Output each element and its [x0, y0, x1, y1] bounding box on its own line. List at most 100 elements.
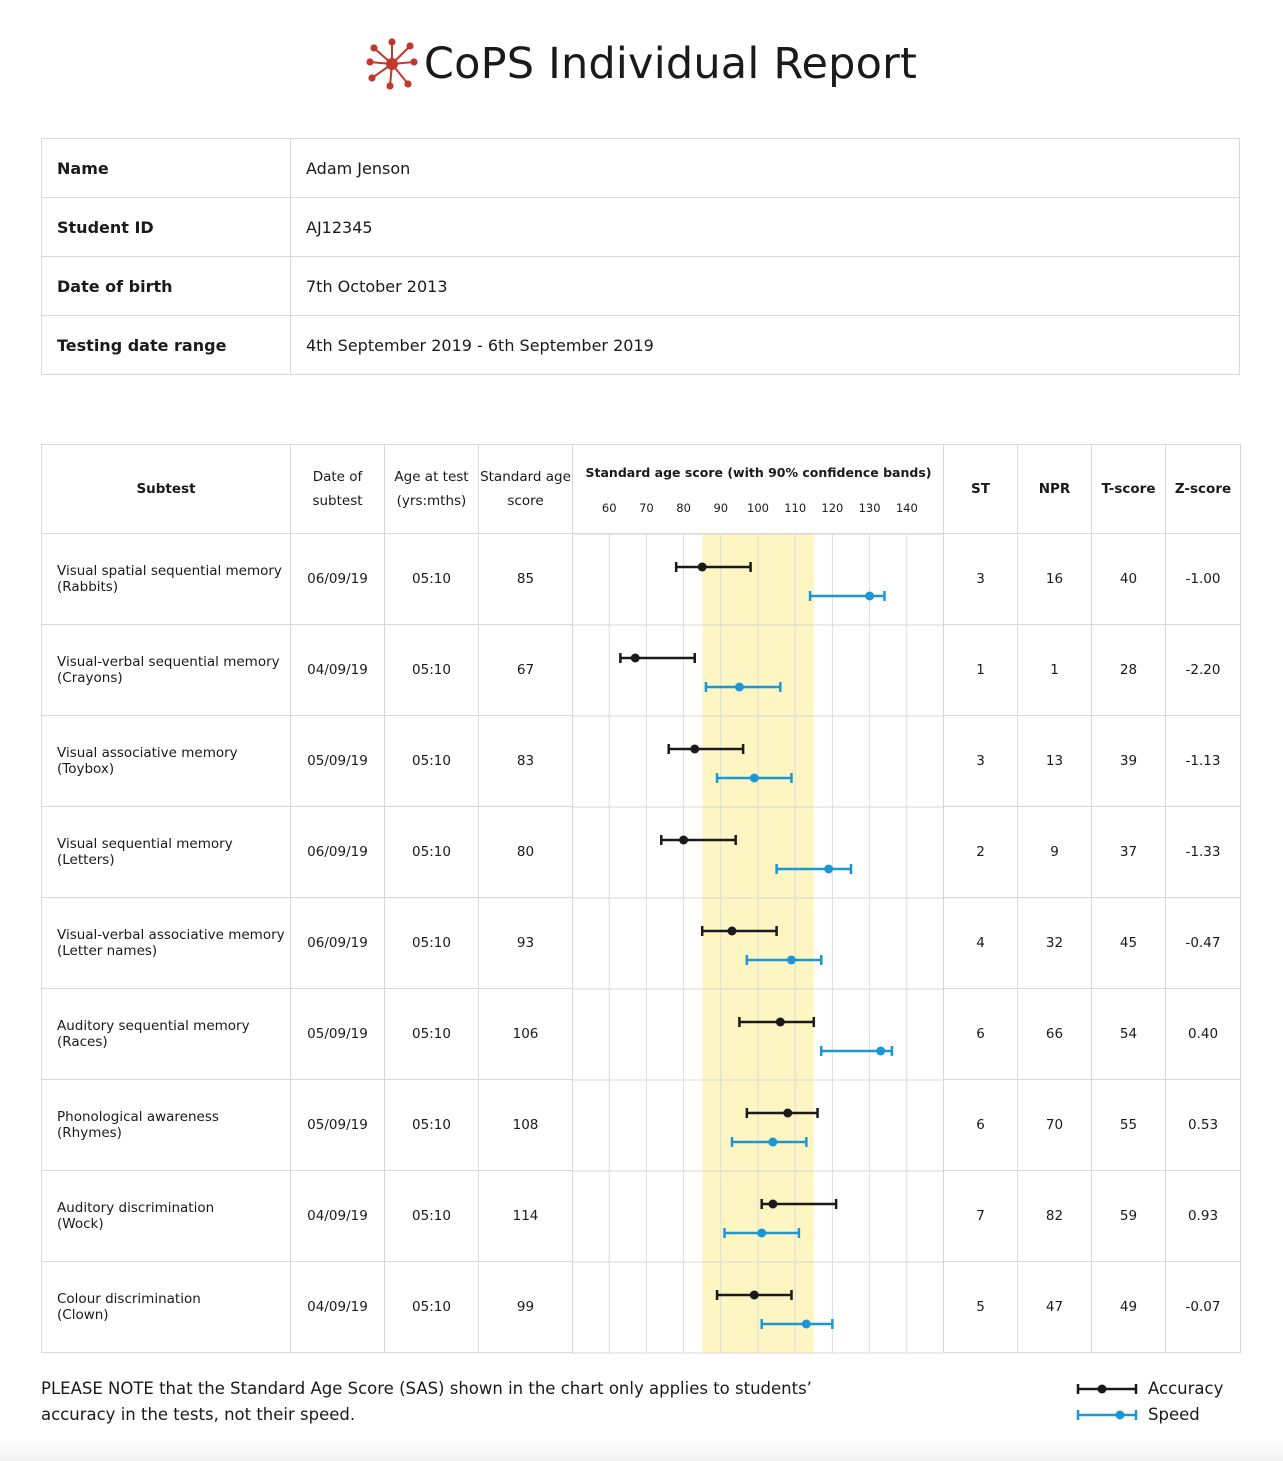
date-cell: 06/09/19 — [290, 897, 385, 989]
scores-header-row: Subtest Date of subtest Age at test (yrs… — [41, 444, 1241, 534]
table-row: Visual-verbal associative memory (Letter … — [41, 897, 1241, 989]
st-cell: 7 — [943, 1170, 1018, 1262]
sas-cell: 114 — [478, 1170, 573, 1262]
header-date: Date of subtest — [290, 444, 385, 534]
tscore-cell: 37 — [1091, 806, 1166, 898]
tscore-cell: 39 — [1091, 715, 1166, 807]
subtest-name: Visual sequential memory — [57, 836, 233, 852]
subtest-code: (Crayons) — [57, 670, 123, 686]
chart-cell — [572, 1261, 944, 1353]
table-row: Visual spatial sequential memory (Rabbits… — [41, 533, 1241, 625]
chart-cell — [572, 1079, 944, 1171]
legend-speed-label: Speed — [1148, 1405, 1200, 1424]
date-cell: 06/09/19 — [290, 533, 385, 625]
sas-cell: 99 — [478, 1261, 573, 1353]
chart-cell — [572, 988, 944, 1080]
accuracy-legend-icon — [1076, 1384, 1138, 1394]
header-tscore: T-score — [1091, 444, 1166, 534]
network-logo-icon — [366, 38, 418, 90]
subtest-cell: Visual-verbal associative memory (Letter … — [41, 897, 291, 989]
age-cell: 05:10 — [384, 1261, 479, 1353]
age-cell: 05:10 — [384, 715, 479, 807]
subtest-code: (Rhymes) — [57, 1125, 122, 1141]
sas-cell: 85 — [478, 533, 573, 625]
chart-cell — [572, 897, 944, 989]
subtest-cell: Auditory sequential memory (Races) — [41, 988, 291, 1080]
table-row: Phonological awareness (Rhymes) 05/09/19 05… — [41, 1079, 1241, 1171]
table-row: Colour discrimination (Clown) 04/09/19 05:1… — [41, 1261, 1241, 1353]
age-cell: 05:10 — [384, 897, 479, 989]
info-label: Student ID — [41, 197, 291, 257]
st-cell: 6 — [943, 988, 1018, 1080]
sas-note: PLEASE NOTE that the Standard Age Score … — [41, 1379, 812, 1424]
info-value: Adam Jenson — [290, 138, 1240, 198]
subtest-cell: Visual sequential memory (Letters) — [41, 806, 291, 898]
subtest-code: (Races) — [57, 1034, 108, 1050]
date-cell: 04/09/19 — [290, 1170, 385, 1262]
npr-cell: 16 — [1017, 533, 1092, 625]
info-row-name: Name Adam Jenson — [41, 138, 1240, 198]
tscore-cell: 28 — [1091, 624, 1166, 716]
zscore-cell: -0.47 — [1165, 897, 1241, 989]
tscore-cell: 59 — [1091, 1170, 1166, 1262]
table-row: Visual-verbal sequential memory (Crayons)… — [41, 624, 1241, 716]
chart-cell — [572, 533, 944, 625]
tscore-cell: 45 — [1091, 897, 1166, 989]
subtest-name: Visual-verbal sequential memory — [57, 654, 280, 670]
chart-title: Standard age score (with 90% confidence … — [585, 465, 932, 480]
st-cell: 1 — [943, 624, 1018, 716]
subtest-cell: Auditory discrimination (Wock) — [41, 1170, 291, 1262]
header-age: Age at test (yrs:mths) — [384, 444, 479, 534]
table-row: Auditory sequential memory (Races) 05/09/1… — [41, 988, 1241, 1080]
date-cell: 05/09/19 — [290, 715, 385, 807]
subtest-code: (Wock) — [57, 1216, 104, 1232]
info-value: 4th September 2019 - 6th September 2019 — [290, 315, 1240, 375]
npr-cell: 66 — [1017, 988, 1092, 1080]
st-cell: 6 — [943, 1079, 1018, 1171]
age-cell: 05:10 — [384, 533, 479, 625]
info-value: 7th October 2013 — [290, 256, 1240, 316]
subtest-name: Visual-verbal associative memory — [57, 927, 285, 943]
sas-cell: 108 — [478, 1079, 573, 1171]
header-chart: Standard age score (with 90% confidence … — [572, 444, 944, 534]
chart-cell — [572, 624, 944, 716]
legend-speed: Speed — [1076, 1402, 1223, 1428]
page-title: CoPS Individual Report — [423, 39, 918, 89]
npr-cell: 1 — [1017, 624, 1092, 716]
header-subtest: Subtest — [41, 444, 291, 534]
date-cell: 05/09/19 — [290, 1079, 385, 1171]
report-title: CoPS Individual Report — [366, 38, 917, 90]
subtest-name: Auditory sequential memory — [57, 1018, 250, 1034]
sas-cell: 67 — [478, 624, 573, 716]
age-cell: 05:10 — [384, 806, 479, 898]
legend-accuracy: Accuracy — [1076, 1376, 1223, 1402]
st-cell: 3 — [943, 533, 1018, 625]
info-row-student-id: Student ID AJ12345 — [41, 197, 1240, 257]
tscore-cell: 49 — [1091, 1261, 1166, 1353]
subtest-cell: Visual spatial sequential memory (Rabbits… — [41, 533, 291, 625]
tscore-cell: 54 — [1091, 988, 1166, 1080]
date-cell: 04/09/19 — [290, 624, 385, 716]
npr-cell: 70 — [1017, 1079, 1092, 1171]
npr-cell: 32 — [1017, 897, 1092, 989]
chart-cell — [572, 715, 944, 807]
age-cell: 05:10 — [384, 624, 479, 716]
zscore-cell: -1.33 — [1165, 806, 1241, 898]
scores-table: Subtest Date of subtest Age at test (yrs… — [41, 444, 1241, 1353]
info-label: Testing date range — [41, 315, 291, 375]
info-row-testing-date-range: Testing date range 4th September 2019 - … — [41, 315, 1240, 375]
table-row: Visual sequential memory (Letters) 06/09/1… — [41, 806, 1241, 898]
date-cell: 05/09/19 — [290, 988, 385, 1080]
zscore-cell: 0.40 — [1165, 988, 1241, 1080]
zscore-cell: -2.20 — [1165, 624, 1241, 716]
date-cell: 04/09/19 — [290, 1261, 385, 1353]
npr-cell: 9 — [1017, 806, 1092, 898]
chart-cell — [572, 1170, 944, 1262]
table-row: Auditory discrimination (Wock) 04/09/19 05:… — [41, 1170, 1241, 1262]
subtest-cell: Colour discrimination (Clown) — [41, 1261, 291, 1353]
subtest-name: Phonological awareness — [57, 1109, 219, 1125]
npr-cell: 82 — [1017, 1170, 1092, 1262]
chart-cell — [572, 806, 944, 898]
sas-cell: 93 — [478, 897, 573, 989]
header-zscore: Z-score — [1165, 444, 1241, 534]
